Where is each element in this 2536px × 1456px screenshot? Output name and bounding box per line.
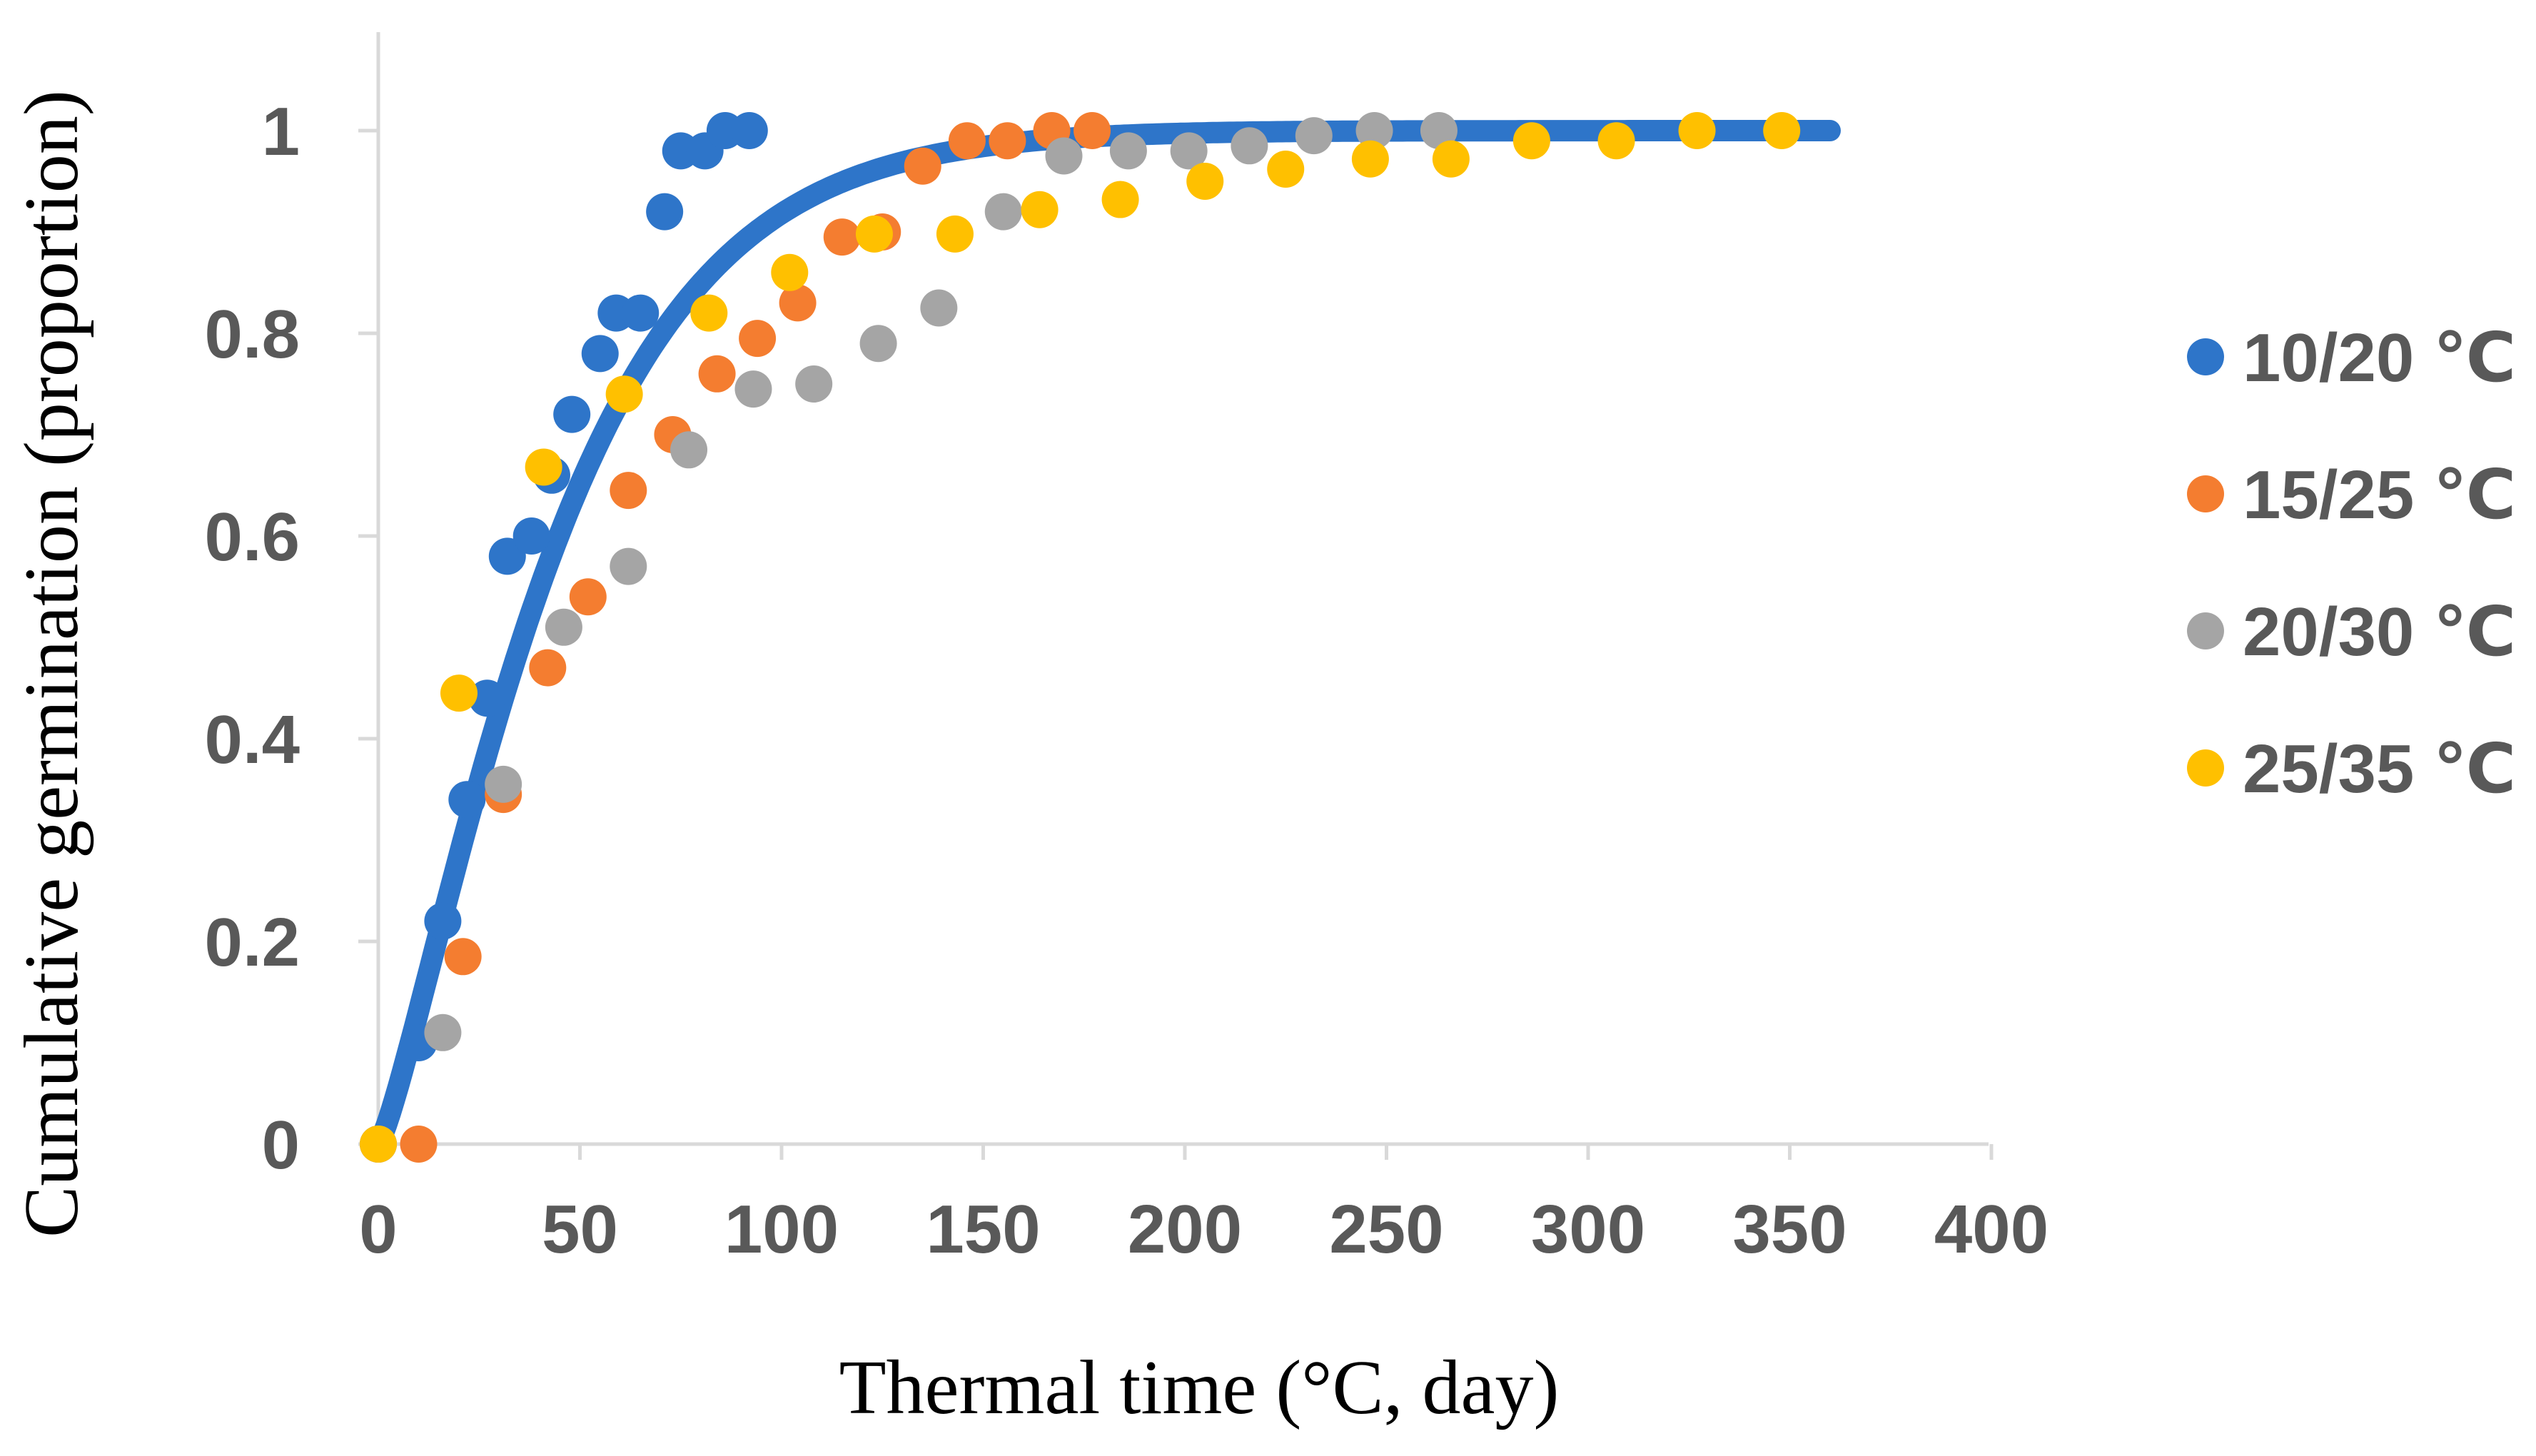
legend: 10/20 ℃ 15/25 ℃ 20/30 ℃ 25/35 ℃: [2187, 320, 2516, 807]
data-point: [823, 218, 861, 256]
data-point: [1295, 117, 1333, 155]
data-point: [1170, 132, 1208, 170]
x-tick-label: 50: [542, 1191, 618, 1268]
data-point: [948, 122, 986, 160]
data-point: [1073, 112, 1111, 149]
data-point: [1597, 122, 1635, 160]
y-tick-label: 1: [262, 93, 300, 170]
data-point: [1231, 127, 1268, 165]
data-point: [698, 355, 736, 393]
data-point: [1432, 140, 1470, 178]
legend-marker: [2187, 338, 2224, 375]
y-tick-label: 0.6: [205, 499, 300, 575]
series-4-points: [360, 112, 1801, 1163]
data-point: [739, 320, 777, 358]
x-axis-tick-labels: 0 50 100 150 200 250 300 350 400: [359, 1191, 2048, 1268]
legend-item: 15/25 ℃: [2187, 457, 2516, 533]
x-tick-label: 150: [926, 1191, 1040, 1268]
legend-label: 10/20 ℃: [2243, 320, 2516, 396]
x-tick-label: 200: [1128, 1191, 1242, 1268]
data-point: [859, 325, 897, 363]
data-point: [734, 370, 772, 408]
data-point: [610, 547, 647, 585]
data-point: [904, 147, 941, 185]
legend-item: 20/30 ℃: [2187, 594, 2516, 670]
data-point: [779, 284, 817, 322]
data-point: [1420, 112, 1458, 149]
data-point: [468, 679, 506, 717]
data-points: [360, 112, 1801, 1163]
data-point: [646, 193, 684, 231]
data-point: [485, 765, 522, 803]
series-2-points: [360, 112, 1111, 1163]
data-point: [440, 674, 478, 712]
data-point: [529, 649, 567, 687]
data-point: [730, 112, 768, 149]
data-point: [1186, 163, 1224, 200]
data-point: [1045, 137, 1083, 175]
legend-label: 20/30 ℃: [2243, 594, 2516, 670]
data-point: [512, 517, 550, 555]
data-point: [525, 448, 562, 486]
data-point: [1512, 122, 1550, 160]
x-tick-label: 350: [1732, 1191, 1847, 1268]
data-point: [444, 938, 482, 976]
legend-marker: [2187, 749, 2224, 787]
legend-label: 15/25 ℃: [2243, 457, 2516, 533]
x-tick-label: 250: [1329, 1191, 1443, 1268]
fit-curve-line: [368, 120, 1841, 1155]
data-point: [400, 1126, 438, 1163]
x-tick-label: 400: [1934, 1191, 2048, 1268]
data-point: [1021, 191, 1059, 228]
data-point: [424, 902, 462, 940]
legend-item: 25/35 ℃: [2187, 731, 2516, 807]
data-point: [670, 431, 708, 469]
x-tick-label: 300: [1531, 1191, 1645, 1268]
y-tick-label: 0.4: [205, 702, 300, 778]
data-point: [610, 472, 647, 510]
legend-label: 25/35 ℃: [2243, 731, 2516, 807]
data-point: [690, 294, 728, 332]
data-point: [1109, 132, 1147, 170]
legend-marker: [2187, 475, 2224, 512]
x-axis-ticks: [376, 1144, 1994, 1160]
data-point: [553, 395, 591, 433]
data-point: [424, 1013, 462, 1051]
data-point: [545, 608, 582, 646]
y-axis-ticks: [358, 128, 378, 1146]
x-tick-label: 0: [359, 1191, 397, 1268]
data-point: [771, 253, 809, 291]
x-tick-label: 100: [724, 1191, 839, 1268]
x-axis-title: Thermal time (°C, day): [839, 1345, 1560, 1430]
y-tick-label: 0.8: [205, 296, 300, 373]
y-axis-title: Cumulative germination (proportion): [9, 90, 94, 1238]
data-point: [936, 215, 974, 253]
data-point: [622, 294, 660, 332]
data-point: [360, 1126, 397, 1163]
data-point: [1267, 150, 1305, 188]
data-point: [581, 335, 619, 373]
data-point: [1351, 140, 1389, 178]
data-point: [1101, 181, 1139, 218]
legend-marker: [2187, 612, 2224, 649]
y-tick-label: 0.2: [205, 904, 300, 981]
data-point: [1355, 112, 1393, 149]
legend-item: 10/20 ℃: [2187, 320, 2516, 396]
data-point: [1763, 112, 1801, 149]
data-point: [795, 365, 833, 403]
y-tick-label: 0: [262, 1107, 300, 1183]
y-axis-tick-labels: 0 0.2 0.4 0.6 0.8 1: [205, 93, 300, 1183]
data-point: [569, 578, 607, 616]
data-point: [920, 289, 958, 327]
data-point: [989, 122, 1026, 160]
data-point: [855, 215, 893, 253]
data-point: [1678, 112, 1716, 149]
data-point: [605, 375, 643, 413]
data-point: [984, 193, 1022, 231]
data-point: [448, 781, 486, 819]
